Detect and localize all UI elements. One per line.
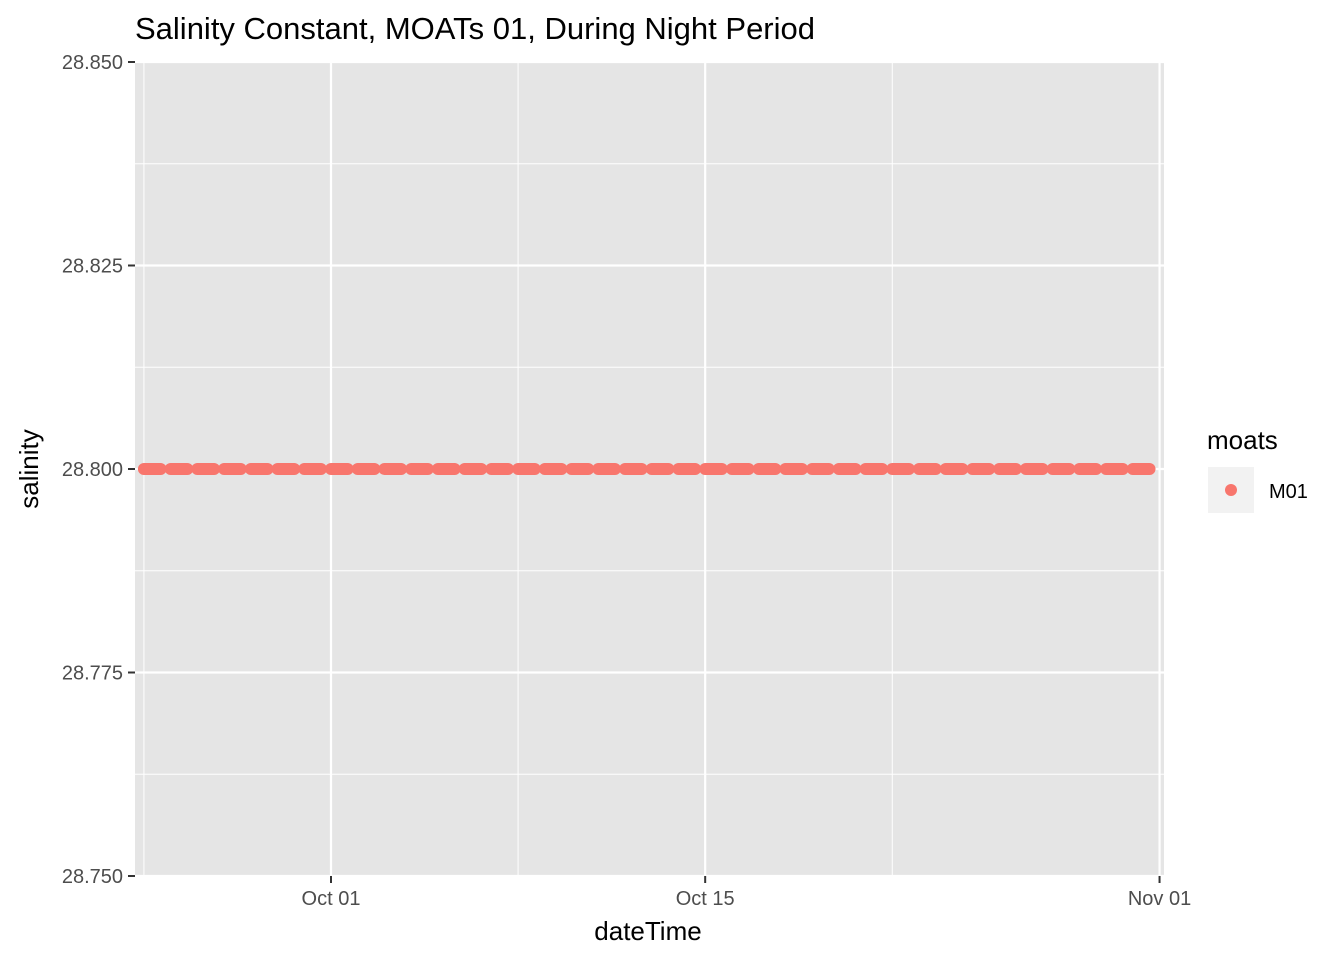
x-tick-label: Oct 15 <box>676 888 735 910</box>
legend: moats M01 <box>1207 425 1308 513</box>
legend-label-m01: M01 <box>1269 481 1308 503</box>
x-tick-label: Oct 01 <box>302 888 361 910</box>
legend-key-dot <box>1225 484 1237 496</box>
y-axis: 28.750 28.775 28.800 28.825 28.850 <box>62 52 135 888</box>
y-tick-label: 28.800 <box>62 459 123 481</box>
legend-title: moats <box>1207 425 1278 455</box>
x-axis-title: dateTime <box>594 916 701 946</box>
y-axis-title: salinity <box>14 429 44 508</box>
y-tick-label: 28.775 <box>62 663 123 685</box>
y-tick-label: 28.850 <box>62 52 123 74</box>
x-tick-label: Nov 01 <box>1128 888 1191 910</box>
y-tick-label: 28.825 <box>62 256 123 278</box>
x-axis: Oct 01 Oct 15 Nov 01 <box>302 876 1191 910</box>
chart-title: Salinity Constant, MOATs 01, During Nigh… <box>135 11 815 46</box>
y-tick-label: 28.750 <box>62 866 123 888</box>
